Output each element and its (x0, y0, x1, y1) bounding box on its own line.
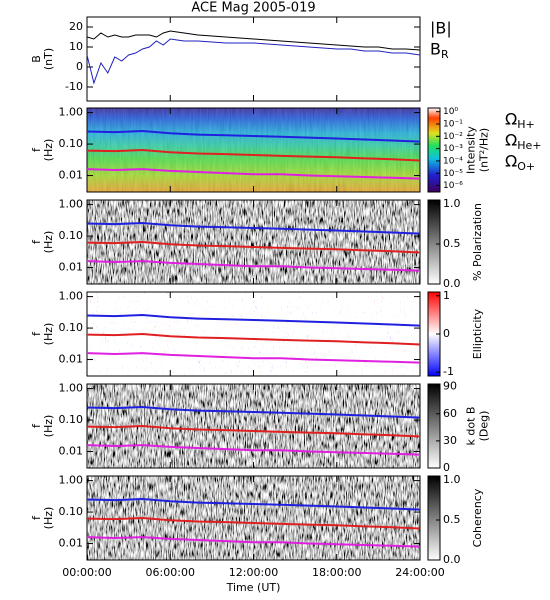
gyrofrequency-line (86, 444, 421, 456)
colorbar-tick-label: 10⁻⁶ (443, 181, 463, 191)
y-axis-label: (Hz) (42, 415, 55, 438)
data-line (86, 30, 421, 51)
legend-entry: ΩH+ (505, 110, 535, 132)
gyrofrequency-line (86, 148, 421, 162)
gyrofrequency-line (86, 424, 421, 438)
y-tick-label: 0.01 (59, 169, 84, 182)
y-axis-label: B (30, 55, 43, 63)
colorbar-tick-label: 0.0 (443, 277, 461, 290)
x-tick-label: 18:00:00 (312, 566, 361, 579)
y-tick-label: 1.00 (59, 290, 84, 303)
colorbar (427, 107, 441, 193)
colorbar-label: Coherency (471, 488, 484, 547)
colorbar-tick-label: 1.0 (443, 197, 461, 210)
y-tick-label: 0.10 (59, 229, 84, 242)
y-tick-label: 0.10 (59, 137, 84, 150)
colorbar-tick-label: 1 (443, 289, 450, 302)
colorbar-tick-label: 90 (443, 380, 457, 393)
legend-entry: BR (430, 40, 449, 62)
x-tick-label: 12:00:00 (229, 566, 278, 579)
colorbar-tick-label: 0 (443, 461, 450, 474)
colorbar-tick-label: 0.0 (443, 553, 461, 566)
colorbar-tick-label: 30 (443, 434, 457, 447)
colorbar-tick-label: 60 (443, 407, 457, 420)
y-tick-label: 10 (69, 40, 83, 53)
data-line (86, 38, 421, 85)
x-tick-label: 24:00:00 (395, 566, 444, 579)
y-axis-label: (Hz) (42, 139, 55, 162)
y-axis-label: (Hz) (42, 231, 55, 254)
y-tick-label: -10 (65, 80, 83, 93)
y-axis-label: f (30, 239, 43, 244)
colorbar (427, 199, 441, 285)
colorbar-label: (nT²/Hz) (478, 128, 491, 172)
colorbar-tick-label: 0.5 (443, 237, 461, 250)
legend-entry: |B| (430, 19, 452, 38)
colorbar-tick-label: 10⁻² (443, 132, 463, 142)
y-tick-label: 1.00 (59, 382, 84, 395)
y-axis-label: f (30, 515, 43, 520)
gyrofrequency-line (86, 536, 421, 548)
chart-title: ACE Mag 2005-019 (191, 1, 315, 16)
x-tick-label: 06:00:00 (146, 566, 195, 579)
x-tick-label: 00:00:00 (62, 566, 111, 579)
y-tick-label: 0.01 (59, 537, 84, 550)
gyrofrequency-line (86, 221, 421, 235)
y-tick-label: 20 (69, 20, 83, 33)
colorbar-tick-label: 10⁻⁵ (443, 169, 463, 179)
colorbar-label: Ellipticity (471, 308, 484, 359)
y-axis-label: (Hz) (42, 507, 55, 530)
colorbar-label: Intensity (465, 126, 478, 174)
gyrofrequency-line (86, 260, 421, 272)
gyrofrequency-line (86, 352, 421, 364)
y-axis-label: f (30, 331, 43, 336)
colorbar-tick-label: 10⁰ (443, 107, 458, 117)
y-tick-label: 0.01 (59, 261, 84, 274)
y-tick-label: 0.10 (59, 321, 84, 334)
y-tick-label: 1.00 (59, 474, 84, 487)
y-axis-label: (nT) (42, 48, 55, 70)
y-tick-label: 0 (76, 60, 83, 73)
colorbar-tick-label: 10⁻³ (443, 144, 463, 154)
colorbar-tick-label: -1 (443, 365, 454, 378)
colorbar-label: (Deg) (478, 411, 491, 442)
y-axis-label: f (30, 147, 43, 152)
plot-frame (86, 16, 421, 102)
x-axis-label: Time (UT) (226, 581, 281, 594)
gyrofrequency-line (86, 168, 421, 180)
colorbar-tick-label: 10⁻¹ (443, 120, 463, 130)
gyrofrequency-line (86, 240, 421, 254)
colorbar-label: % Polarization (471, 203, 484, 281)
y-axis-label: (Hz) (42, 323, 55, 346)
gyrofrequency-line (86, 516, 421, 530)
gyrofrequency-line (86, 129, 421, 143)
gyrofrequency-line (86, 313, 421, 327)
colorbar-label: k dot B (465, 407, 478, 446)
y-tick-label: 1.00 (59, 106, 84, 119)
y-tick-label: 0.01 (59, 353, 84, 366)
y-tick-label: 0.10 (59, 413, 84, 426)
colorbar-tick-label: 1.0 (443, 473, 461, 486)
legend-entry: ΩHe+ (505, 131, 542, 153)
gyrofrequency-line (86, 332, 421, 346)
gyrofrequency-line (86, 497, 421, 511)
y-axis-label: f (30, 423, 43, 428)
colorbar-tick-label: 0 (443, 327, 450, 340)
colorbar (427, 383, 441, 469)
colorbar-tick-label: 0.5 (443, 513, 461, 526)
y-tick-label: 0.10 (59, 505, 84, 518)
colorbar (427, 475, 441, 561)
y-tick-label: 1.00 (59, 198, 84, 211)
legend-entry: ΩO+ (505, 152, 535, 174)
gyrofrequency-line (86, 405, 421, 419)
colorbar-tick-label: 10⁻⁴ (443, 156, 463, 166)
y-tick-label: 0.01 (59, 445, 84, 458)
